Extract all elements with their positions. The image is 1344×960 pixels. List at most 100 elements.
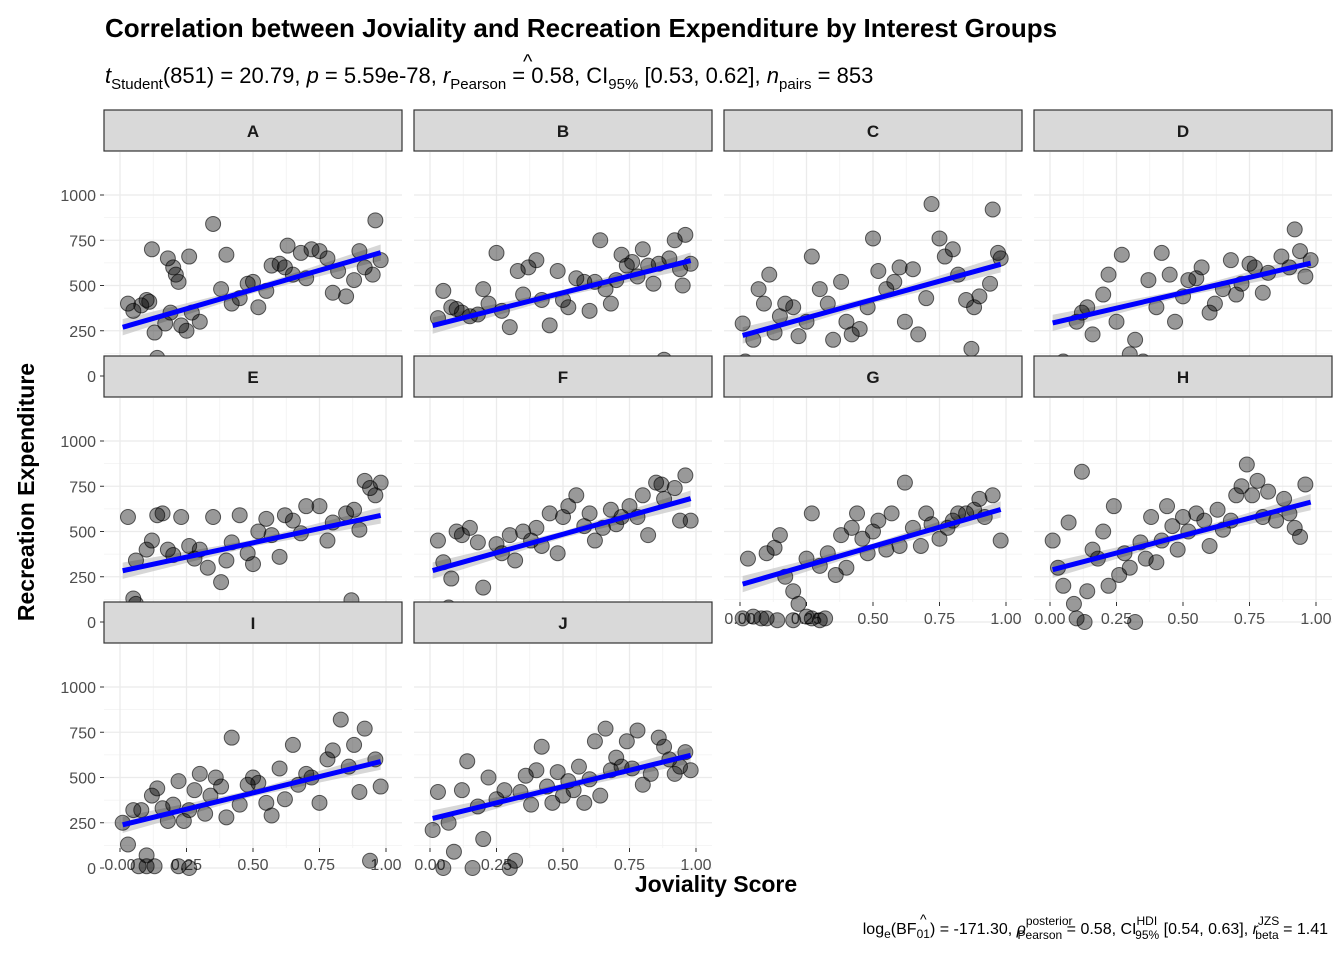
data-point xyxy=(319,250,336,267)
subtitle-r-symbol: r xyxy=(443,63,452,88)
data-point xyxy=(461,519,478,536)
data-point xyxy=(608,749,625,766)
data-point xyxy=(154,505,171,522)
data-point xyxy=(1209,501,1226,518)
strip-label: E xyxy=(247,368,258,387)
data-point xyxy=(843,519,860,536)
y-tick-label: 0 xyxy=(87,861,96,878)
data-point xyxy=(944,241,961,258)
data-point xyxy=(992,532,1009,549)
strip-f xyxy=(413,355,713,398)
strip-b xyxy=(413,109,713,152)
data-point xyxy=(592,787,609,804)
data-point xyxy=(682,512,699,529)
data-point xyxy=(205,509,222,526)
y-tick-label: 1000 xyxy=(60,680,96,697)
caption-log-sub: e xyxy=(884,927,891,941)
data-point xyxy=(528,519,545,536)
panel-e: E 0 250 500 750 1000 xyxy=(60,355,403,632)
data-point xyxy=(1238,456,1255,473)
y-tick-label: 0 xyxy=(87,369,96,386)
x-tick-label: 0.00 xyxy=(414,857,445,874)
data-point xyxy=(541,317,558,334)
data-point xyxy=(119,509,136,526)
data-point xyxy=(1164,518,1181,535)
data-point xyxy=(1073,463,1090,480)
data-point xyxy=(367,212,384,229)
y-tick-label: 250 xyxy=(69,324,96,341)
data-point xyxy=(292,244,309,261)
data-point xyxy=(785,299,802,316)
y-tick-label: 500 xyxy=(69,771,96,788)
facet-panels: A 0 250 500 750 1000 B C D E 0 250 500 750 1000 F G 0.00 0… xyxy=(60,109,1333,878)
panel-f: F xyxy=(413,355,713,630)
data-point xyxy=(910,326,927,343)
data-point xyxy=(1286,221,1303,238)
data-point xyxy=(1068,610,1085,627)
data-point xyxy=(1100,266,1117,283)
strip-i xyxy=(103,601,403,644)
regression-line xyxy=(741,507,1002,587)
data-point xyxy=(734,315,751,332)
data-point xyxy=(931,530,948,547)
data-point xyxy=(1084,326,1101,343)
data-point xyxy=(586,532,603,549)
data-point xyxy=(1100,577,1117,594)
data-point xyxy=(1153,244,1170,261)
caption-log: log xyxy=(863,921,884,938)
data-point xyxy=(507,852,524,869)
data-point xyxy=(1167,313,1184,330)
data-point xyxy=(138,847,155,864)
data-point xyxy=(146,324,163,341)
data-point xyxy=(896,474,913,491)
data-point xyxy=(263,807,280,824)
data-point xyxy=(1297,268,1314,285)
data-point xyxy=(429,783,446,800)
subtitle-t-sub: Student xyxy=(111,76,164,93)
strip-h xyxy=(1033,355,1333,398)
data-point xyxy=(560,299,577,316)
data-point xyxy=(568,487,585,504)
data-point xyxy=(645,275,662,292)
subtitle-r-text: = 0.58, CI xyxy=(506,63,608,88)
data-point xyxy=(372,778,389,795)
data-point xyxy=(891,259,908,276)
data-point xyxy=(186,782,203,799)
data-point xyxy=(1079,583,1096,600)
caption-rho-hat: ^ xyxy=(920,911,927,927)
data-point xyxy=(1286,519,1303,536)
data-point xyxy=(1159,498,1176,515)
data-point xyxy=(429,532,446,549)
data-point xyxy=(501,319,518,336)
data-point xyxy=(218,809,235,826)
data-point xyxy=(650,729,667,746)
panel-a: A 0 250 500 750 1000 xyxy=(60,109,403,386)
data-point xyxy=(133,802,150,819)
data-point xyxy=(923,196,940,213)
data-point xyxy=(597,720,614,737)
panel-i: I 0 250 500 750 1000 0.00 0.25 0.50 0.75 1.00 xyxy=(60,601,403,878)
regression-line xyxy=(122,513,382,574)
data-point xyxy=(159,250,176,267)
x-tick-label: 0.25 xyxy=(481,857,512,874)
data-point xyxy=(258,510,275,527)
x-tick-label: 0.75 xyxy=(1234,611,1265,628)
data-point xyxy=(750,281,767,298)
data-point xyxy=(146,858,163,875)
data-point xyxy=(1055,577,1072,594)
subtitle-t-symbol: t xyxy=(105,63,112,88)
data-point xyxy=(560,498,577,515)
data-point xyxy=(250,523,267,540)
x-tick-label: 0.75 xyxy=(304,857,335,874)
y-tick-label: 250 xyxy=(69,816,96,833)
strip-g xyxy=(723,355,1023,398)
data-point xyxy=(1140,272,1157,289)
caption-bf-sub: 01 xyxy=(917,927,931,941)
data-point xyxy=(769,612,786,629)
data-point xyxy=(507,552,524,569)
caption-r-sup: JZS xyxy=(1258,914,1279,928)
data-point xyxy=(1233,478,1250,495)
data-point xyxy=(870,263,887,280)
data-point xyxy=(445,843,462,860)
x-tick-label: 0.50 xyxy=(237,857,268,874)
